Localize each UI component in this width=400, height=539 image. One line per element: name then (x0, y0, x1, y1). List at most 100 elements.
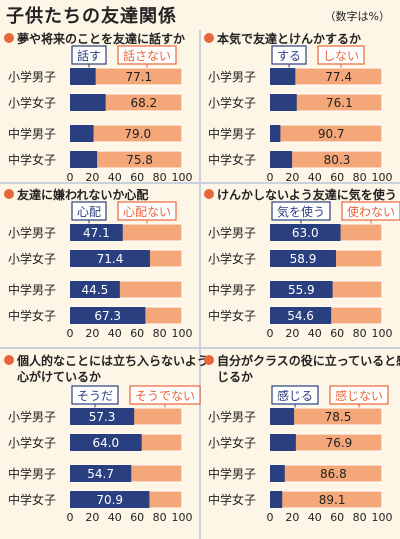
bar-blue (270, 125, 281, 142)
category-label: 小学女子 (208, 95, 256, 110)
x-tick-label: 20 (85, 171, 99, 184)
data-label: 89.1 (319, 493, 346, 507)
bar-blue (270, 94, 297, 111)
x-tick-label: 0 (267, 511, 274, 524)
x-tick-label: 40 (108, 171, 122, 184)
category-label: 中学女子 (8, 152, 56, 167)
bar-blue (270, 408, 295, 425)
data-label: 80.3 (324, 153, 351, 167)
x-tick-label: 40 (308, 327, 322, 340)
legend-label: 心配ない (123, 205, 171, 219)
title-bullet-icon (4, 33, 14, 43)
data-label: 58.9 (290, 252, 317, 266)
divider (199, 30, 201, 539)
x-tick-label: 100 (172, 327, 193, 340)
panel-title: 夢や将来のことを友達に話すか (17, 31, 185, 46)
bar-blue (70, 68, 96, 85)
x-tick-label: 80 (153, 171, 167, 184)
data-label: 76.9 (326, 436, 353, 450)
panel-title: 友達に嫌われないか心配 (16, 187, 148, 202)
x-tick-label: 0 (267, 327, 274, 340)
x-tick-label: 80 (153, 511, 167, 524)
data-label: 71.4 (97, 252, 124, 266)
data-label: 77.1 (125, 70, 152, 84)
data-label: 78.5 (325, 410, 352, 424)
bar-blue (270, 434, 296, 451)
data-label: 75.8 (126, 153, 153, 167)
bar-blue (70, 281, 120, 298)
legend-label: する (277, 49, 301, 63)
category-label: 中学女子 (8, 308, 56, 323)
data-label: 57.3 (89, 410, 116, 424)
category-label: 中学女子 (208, 492, 256, 507)
x-tick-label: 60 (330, 171, 344, 184)
legend-label: 話す (77, 48, 101, 63)
data-label: 77.4 (325, 70, 352, 84)
data-label: 67.3 (94, 309, 121, 323)
x-tick-label: 100 (172, 511, 193, 524)
x-tick-label: 40 (308, 511, 322, 524)
panel-title: 本気で友達とけんかするか (217, 31, 361, 46)
category-label: 中学女子 (208, 152, 256, 167)
legend-label: 感じない (335, 388, 383, 403)
x-tick-label: 0 (67, 511, 74, 524)
data-label: 64.0 (92, 436, 119, 450)
panel-title: 心がけているか (17, 369, 101, 384)
x-tick-label: 40 (308, 171, 322, 184)
data-label: 54.7 (87, 467, 114, 481)
data-label: 47.1 (83, 226, 110, 240)
category-label: 中学男子 (8, 466, 56, 481)
panel-title: 個人的なことには立ち入らないよう (16, 353, 209, 368)
bar-blue (270, 224, 341, 241)
x-tick-label: 80 (353, 171, 367, 184)
data-label: 44.5 (82, 283, 109, 297)
legend-label: そうでない (135, 389, 195, 403)
bar-blue (70, 491, 150, 508)
bar-blue (70, 151, 98, 168)
bar-blue (270, 151, 293, 168)
category-label: 小学男子 (208, 409, 256, 424)
bar-blue (270, 281, 333, 298)
data-label: 90.7 (318, 127, 345, 141)
panel-title: 自分がクラスの役に立っていると感 (217, 353, 400, 368)
x-tick-label: 0 (67, 327, 74, 340)
category-label: 小学女子 (8, 95, 56, 110)
x-tick-label: 100 (372, 171, 393, 184)
legend-label: 感じる (277, 388, 313, 403)
bar-blue (270, 250, 336, 267)
category-label: 小学男子 (208, 225, 256, 240)
legend-label: 話さない (123, 48, 171, 63)
panel-title: じるか (217, 370, 253, 384)
data-label: 55.9 (288, 283, 315, 297)
bar-blue (70, 224, 123, 241)
data-label: 54.6 (287, 309, 314, 323)
category-label: 小学女子 (208, 435, 256, 450)
title-bullet-icon (204, 33, 214, 43)
legend-label: 気を使う (277, 204, 325, 219)
legend-label: 心配 (77, 205, 101, 219)
x-tick-label: 0 (267, 171, 274, 184)
x-tick-label: 60 (130, 511, 144, 524)
title-bullet-icon (4, 355, 14, 365)
x-tick-label: 100 (172, 171, 193, 184)
category-label: 小学男子 (8, 225, 56, 240)
data-label: 79.0 (124, 127, 151, 141)
bar-blue (70, 125, 94, 142)
x-tick-label: 60 (330, 511, 344, 524)
category-label: 中学男子 (8, 282, 56, 297)
data-label: 86.8 (320, 467, 347, 481)
data-label: 68.2 (130, 96, 157, 110)
data-label: 63.0 (292, 226, 319, 240)
x-tick-label: 100 (372, 327, 393, 340)
category-label: 小学女子 (8, 435, 56, 450)
unit-note: （数字は%） (324, 10, 390, 23)
x-tick-label: 20 (285, 511, 299, 524)
legend-label: 使わない (347, 204, 395, 219)
category-label: 小学男子 (8, 69, 56, 84)
bar-blue (70, 408, 135, 425)
bar-blue (70, 465, 132, 482)
x-tick-label: 60 (330, 327, 344, 340)
x-tick-label: 0 (67, 171, 74, 184)
